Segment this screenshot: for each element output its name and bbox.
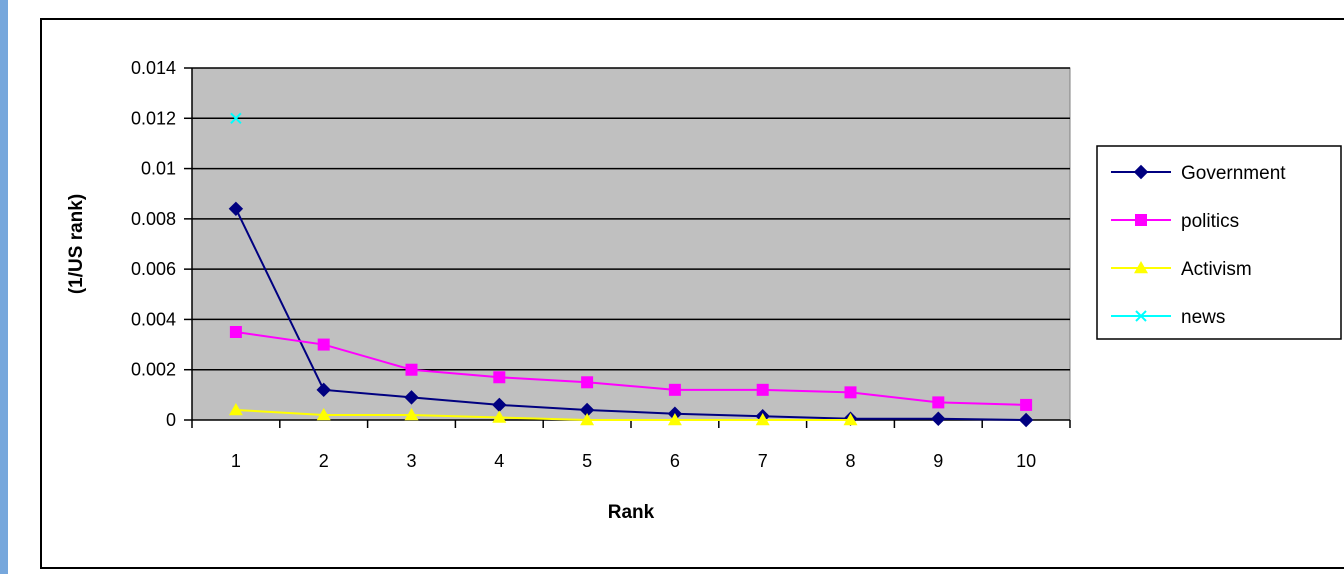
legend-label-activism: Activism — [1181, 259, 1252, 280]
data-point-news-stroke — [230, 112, 242, 124]
data-point-politics — [493, 371, 506, 384]
y-axis-title: (1/US rank) — [66, 194, 87, 294]
legend-marker-news-stroke — [1135, 310, 1147, 322]
data-point-government — [228, 201, 244, 217]
y-tick-label: 0.004 — [131, 309, 176, 329]
data-point-politics — [317, 338, 330, 351]
data-point-activism — [492, 410, 507, 423]
y-tick-label: 0.002 — [131, 360, 176, 380]
x-tick-label: 3 — [406, 451, 416, 471]
data-point-activism — [580, 413, 595, 426]
data-point-activism — [404, 407, 419, 421]
x-axis-title: Rank — [608, 502, 655, 523]
data-point-politics — [756, 383, 769, 396]
x-tick-label: 2 — [319, 451, 329, 471]
y-tick-label: 0.006 — [131, 259, 176, 279]
series-line-politics — [235, 331, 1027, 406]
legend-marker-activism — [1134, 261, 1148, 274]
series-line-activism — [235, 408, 851, 421]
legend-label-politics: politics — [1181, 211, 1239, 232]
data-point-politics — [668, 383, 681, 396]
legend-marker-government — [1133, 164, 1149, 180]
x-tick-label: 10 — [1016, 451, 1036, 471]
legend-label-news: news — [1181, 307, 1225, 328]
data-point-government — [1018, 412, 1034, 428]
x-tick-label: 6 — [670, 451, 680, 471]
plot-background — [191, 67, 1071, 421]
series-line-government — [235, 208, 1027, 421]
data-point-activism — [316, 407, 331, 421]
y-tick-label: 0.01 — [141, 159, 176, 179]
data-point-politics — [229, 326, 242, 338]
plot-layer: 0 0.002 0.004 0.006 0.008 0.01 0.012 0.014 1 2 3 4 5… — [66, 58, 1071, 523]
x-tick-label: 8 — [845, 451, 855, 471]
data-point-news — [230, 112, 242, 124]
legend-marker-news — [1135, 310, 1147, 322]
x-tick-label: 9 — [933, 451, 943, 471]
data-point-activism — [667, 413, 682, 426]
y-tick-label: 0.012 — [131, 108, 176, 128]
legend-label-government: Government — [1181, 163, 1286, 184]
y-tick-label: 0 — [166, 410, 176, 430]
y-tick-label: 0.014 — [131, 58, 176, 78]
data-point-politics — [405, 363, 418, 376]
data-point-activism — [228, 402, 243, 416]
data-point-government — [404, 390, 419, 405]
x-tick-label: 5 — [582, 451, 592, 471]
data-point-government — [931, 411, 946, 426]
data-point-activism — [755, 413, 770, 426]
legend-box — [1096, 145, 1342, 340]
x-tick-label: 1 — [231, 451, 241, 471]
x-tick-label: 7 — [758, 451, 768, 471]
data-point-politics — [1020, 398, 1033, 411]
data-point-politics — [932, 396, 945, 409]
legend: Government politics Activism news — [1096, 145, 1342, 340]
data-point-government — [316, 382, 331, 398]
data-point-activism — [843, 413, 858, 426]
data-point-politics — [581, 376, 594, 389]
y-tick-label: 0.008 — [131, 209, 176, 229]
data-point-politics — [844, 386, 857, 399]
x-tick-label: 4 — [494, 451, 504, 471]
legend-marker-politics — [1135, 214, 1147, 226]
